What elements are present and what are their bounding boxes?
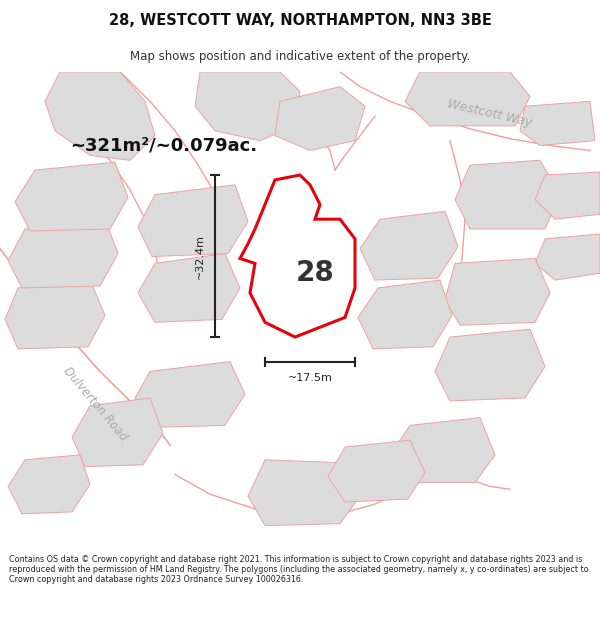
- Polygon shape: [445, 259, 550, 325]
- Polygon shape: [360, 211, 458, 280]
- Text: 28, WESTCOTT WAY, NORTHAMPTON, NN3 3BE: 28, WESTCOTT WAY, NORTHAMPTON, NN3 3BE: [109, 12, 491, 28]
- Polygon shape: [240, 175, 355, 337]
- Text: 28: 28: [296, 259, 334, 288]
- Polygon shape: [390, 418, 495, 482]
- Text: Westcott Way: Westcott Way: [446, 97, 533, 129]
- Polygon shape: [435, 329, 545, 401]
- Text: ~321m²/~0.079ac.: ~321m²/~0.079ac.: [70, 136, 257, 154]
- Text: ~32.4m: ~32.4m: [195, 234, 205, 279]
- Polygon shape: [72, 398, 163, 467]
- Polygon shape: [248, 460, 360, 526]
- Polygon shape: [405, 72, 530, 126]
- Polygon shape: [535, 172, 600, 219]
- Polygon shape: [455, 160, 560, 229]
- Text: Dulverton Road: Dulverton Road: [61, 364, 130, 443]
- Polygon shape: [358, 280, 452, 349]
- Polygon shape: [5, 280, 105, 349]
- Polygon shape: [138, 185, 248, 256]
- Polygon shape: [138, 254, 240, 322]
- Polygon shape: [8, 455, 90, 514]
- Polygon shape: [45, 72, 155, 160]
- Polygon shape: [328, 440, 425, 502]
- Polygon shape: [535, 234, 600, 280]
- Polygon shape: [15, 162, 128, 231]
- Polygon shape: [195, 72, 300, 141]
- Polygon shape: [520, 101, 595, 146]
- Polygon shape: [275, 87, 365, 151]
- Text: Contains OS data © Crown copyright and database right 2021. This information is : Contains OS data © Crown copyright and d…: [9, 554, 589, 584]
- Polygon shape: [8, 219, 118, 288]
- Text: ~17.5m: ~17.5m: [287, 373, 332, 383]
- Text: Map shows position and indicative extent of the property.: Map shows position and indicative extent…: [130, 49, 470, 62]
- Polygon shape: [135, 362, 245, 428]
